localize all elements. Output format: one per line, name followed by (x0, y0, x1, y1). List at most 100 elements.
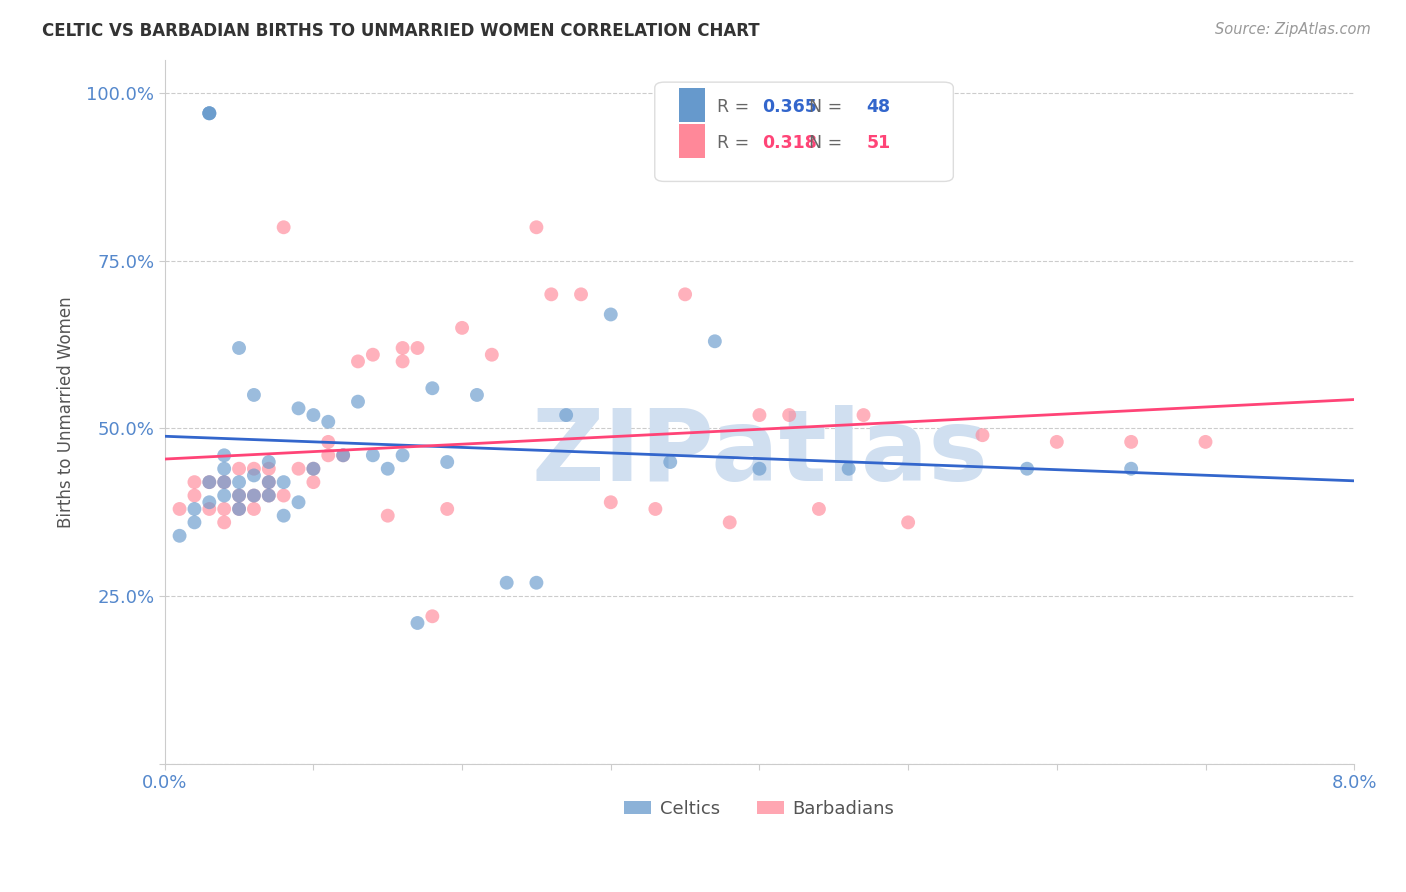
Point (212, 475, 235, 490)
Point (287, 461, 309, 475)
Point (257, 475, 280, 490)
Point (673, 287, 696, 301)
Text: 48: 48 (866, 98, 890, 116)
Point (1121, 461, 1143, 475)
Point (838, 461, 860, 475)
Text: R =: R = (717, 98, 755, 116)
Point (972, 428, 994, 442)
Point (243, 388, 266, 402)
Point (273, 475, 295, 490)
Point (391, 448, 413, 462)
Point (273, 220, 295, 235)
FancyBboxPatch shape (655, 82, 953, 181)
Point (526, 220, 548, 235)
Point (257, 475, 280, 490)
Point (183, 516, 205, 530)
Point (599, 308, 621, 322)
Point (287, 401, 309, 416)
Point (212, 502, 235, 516)
Point (212, 489, 235, 503)
Point (436, 455, 458, 469)
Point (243, 489, 266, 503)
Point (316, 415, 339, 429)
Point (243, 489, 266, 503)
Text: Source: ZipAtlas.com: Source: ZipAtlas.com (1215, 22, 1371, 37)
Point (451, 321, 474, 335)
Point (273, 508, 295, 523)
Point (273, 489, 295, 503)
Point (212, 516, 235, 530)
Point (540, 287, 562, 301)
Point (212, 461, 235, 475)
Point (228, 489, 250, 503)
Point (555, 408, 578, 422)
Point (659, 455, 682, 469)
Point (183, 489, 205, 503)
Point (198, 502, 221, 516)
Point (228, 461, 250, 475)
Point (316, 448, 339, 462)
Point (228, 475, 250, 490)
Point (406, 341, 429, 355)
FancyBboxPatch shape (679, 87, 704, 121)
Point (391, 354, 413, 368)
Text: 0.365: 0.365 (762, 98, 817, 116)
Point (257, 489, 280, 503)
Point (228, 341, 250, 355)
Point (302, 461, 325, 475)
Point (1046, 434, 1069, 449)
Point (243, 461, 266, 475)
Point (183, 475, 205, 490)
Point (481, 348, 503, 362)
Point (198, 475, 221, 490)
Point (169, 502, 191, 516)
Y-axis label: Births to Unmarried Women: Births to Unmarried Women (58, 296, 75, 527)
Point (347, 354, 370, 368)
Point (1121, 434, 1143, 449)
Point (1194, 434, 1216, 449)
Point (183, 502, 205, 516)
Point (316, 434, 339, 449)
Text: N =: N = (797, 98, 848, 116)
Point (406, 615, 429, 630)
Point (748, 408, 770, 422)
Point (169, 529, 191, 543)
Point (377, 508, 399, 523)
Point (748, 461, 770, 475)
Point (302, 475, 325, 490)
Text: N =: N = (797, 135, 848, 153)
Point (718, 516, 741, 530)
Point (897, 516, 920, 530)
Point (391, 341, 413, 355)
Point (1015, 461, 1038, 475)
Text: ZIPatlas: ZIPatlas (531, 406, 988, 502)
Point (852, 408, 875, 422)
Point (599, 495, 621, 509)
Point (332, 448, 354, 462)
Point (420, 381, 443, 395)
Point (198, 106, 221, 120)
Point (198, 106, 221, 120)
Point (198, 495, 221, 509)
Point (302, 461, 325, 475)
Point (257, 455, 280, 469)
Point (465, 388, 488, 402)
Point (302, 408, 325, 422)
Point (287, 495, 309, 509)
Point (212, 448, 235, 462)
Point (198, 475, 221, 490)
Point (212, 475, 235, 490)
FancyBboxPatch shape (679, 124, 704, 158)
Point (228, 502, 250, 516)
Point (495, 575, 517, 590)
Text: 0.318: 0.318 (762, 135, 817, 153)
Point (703, 334, 725, 349)
Point (569, 287, 592, 301)
Legend: Celtics, Barbadians: Celtics, Barbadians (617, 793, 901, 825)
Point (332, 448, 354, 462)
Point (778, 408, 800, 422)
Text: R =: R = (717, 135, 755, 153)
Point (361, 448, 384, 462)
Point (228, 502, 250, 516)
Point (644, 502, 666, 516)
